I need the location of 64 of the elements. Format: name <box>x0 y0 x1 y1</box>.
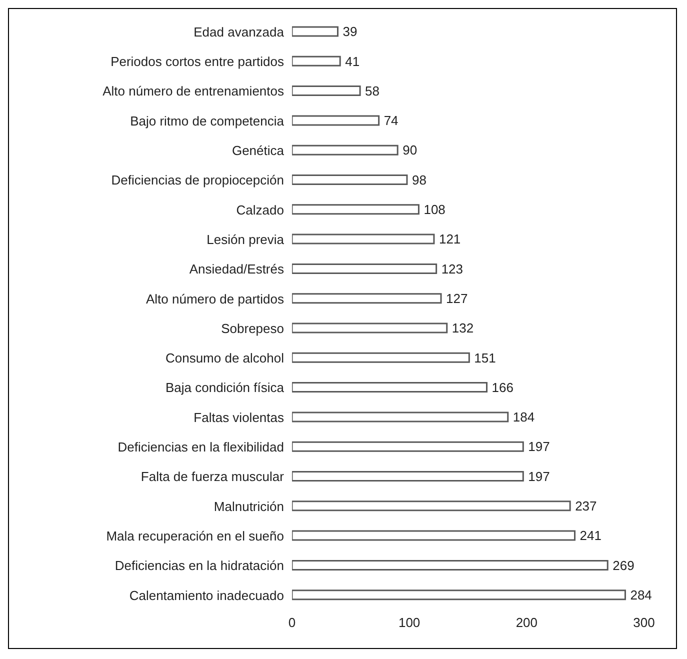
y-tick-label: Periodos cortos entre partidos <box>110 54 284 70</box>
bar <box>292 293 442 304</box>
y-tick-label: Ansiedad/Estrés <box>189 262 284 277</box>
y-tick-label: Lesión previa <box>206 232 285 247</box>
y-tick-label: Calzado <box>236 202 284 218</box>
data-label: 98 <box>412 172 426 188</box>
y-tick-label: Deficiencias en la flexibilidad <box>118 440 284 455</box>
bar <box>292 560 608 570</box>
bar <box>292 234 435 244</box>
bar <box>292 590 626 600</box>
data-label: 197 <box>528 439 550 454</box>
y-tick-label: Genética <box>232 143 285 158</box>
data-label: 284 <box>630 587 652 602</box>
bar <box>292 26 339 37</box>
y-tick-label: Calentamiento inadecuado <box>129 588 284 603</box>
x-tick-label: 200 <box>516 615 538 630</box>
data-label: 132 <box>452 320 474 336</box>
x-tick-label: 300 <box>633 615 655 630</box>
bar <box>292 352 470 363</box>
data-label: 90 <box>402 142 418 158</box>
bar <box>292 322 448 334</box>
data-label: 269 <box>612 558 634 573</box>
y-tick-label: Bajo ritmo de competencia <box>130 113 285 128</box>
bar <box>292 471 524 482</box>
data-label: 58 <box>365 83 380 98</box>
bar <box>292 382 488 393</box>
data-label: 237 <box>575 498 597 514</box>
data-label: 197 <box>528 468 550 484</box>
bar <box>292 86 361 96</box>
y-tick-label: Baja condición física <box>165 380 285 396</box>
y-tick-label: Consumo de alcohol <box>165 350 284 366</box>
bar <box>292 115 380 126</box>
bar <box>292 56 341 66</box>
y-tick-label: Deficiencias en la hidratación <box>114 558 284 574</box>
bar <box>292 263 438 274</box>
bar <box>292 500 571 512</box>
y-tick-label: Alto número de entrenamientos <box>102 84 284 99</box>
y-tick-label: Malnutrición <box>214 498 284 514</box>
y-tick-label: Deficiencias de propiocepción <box>111 172 284 188</box>
data-label: 184 <box>512 410 535 425</box>
bar <box>292 530 576 541</box>
x-tick-label: 0 <box>288 615 296 630</box>
y-tick-label: Falta de fuerza muscular <box>140 469 285 484</box>
bar <box>292 412 509 422</box>
data-label: 41 <box>345 54 360 69</box>
data-label: 151 <box>474 350 496 366</box>
data-label: 127 <box>446 290 468 306</box>
bar <box>292 441 524 452</box>
bar <box>292 174 408 185</box>
y-tick-label: Faltas violentas <box>194 410 284 425</box>
bar <box>292 204 420 215</box>
data-label: 121 <box>438 232 461 247</box>
data-label: 74 <box>384 113 398 128</box>
data-label: 108 <box>424 202 446 218</box>
y-tick-label: Sobrepeso <box>221 320 284 336</box>
x-tick-label: 100 <box>398 615 420 630</box>
data-label: 123 <box>441 261 464 276</box>
y-tick-label: Mala recuperación en el sueño <box>106 528 284 544</box>
data-label: 39 <box>342 24 358 40</box>
y-tick-label: Edad avanzada <box>194 24 285 40</box>
data-label: 241 <box>580 528 602 544</box>
data-label: 166 <box>492 380 514 395</box>
bar <box>292 144 398 156</box>
y-tick-label: Alto número de partidos <box>146 291 284 306</box>
